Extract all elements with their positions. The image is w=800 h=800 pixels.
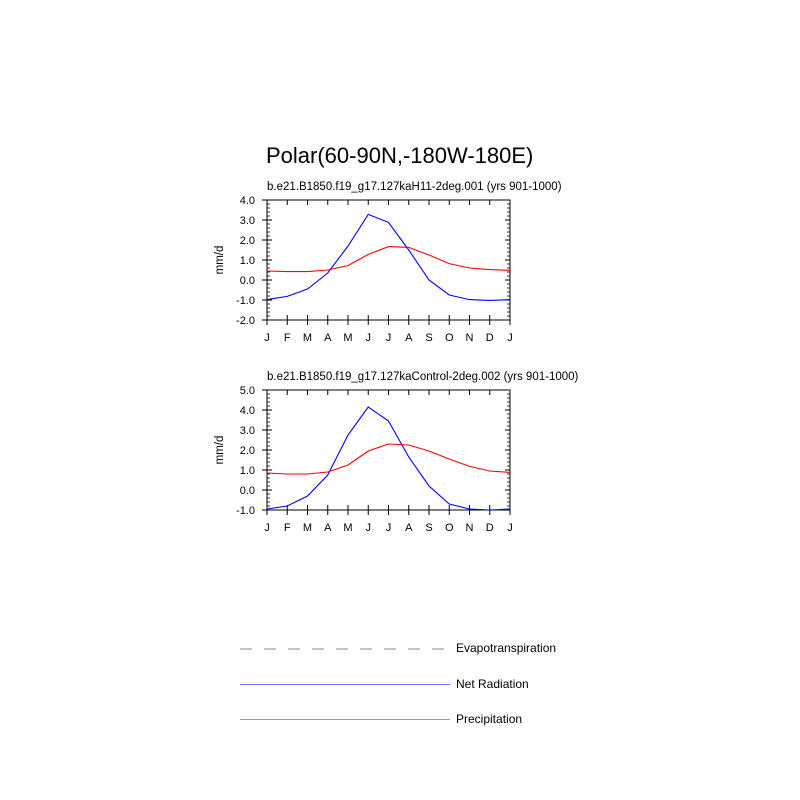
x-tick-label: J: [386, 332, 392, 344]
legend-item-net-radiation: Net Radiation: [240, 676, 640, 696]
series-line-net-radiation: [266, 213, 511, 301]
legend-line-net-radiation: [240, 684, 450, 685]
x-tick-label: M: [343, 522, 352, 534]
x-tick-label: O: [445, 332, 454, 344]
x-tick-label: D: [486, 332, 494, 344]
x-tick-label: A: [324, 332, 332, 344]
x-tick-label: O: [445, 522, 454, 534]
legend-label-precipitation: Precipitation: [456, 712, 523, 726]
x-tick-label: J: [386, 522, 392, 534]
x-tick-label: S: [425, 332, 432, 344]
legend-line-precipitation: [240, 719, 450, 720]
x-tick-label: N: [466, 332, 474, 344]
x-tick-label: M: [303, 522, 312, 534]
x-tick-label: J: [507, 522, 513, 534]
chart-panel-2: b.e21.B1850.f19_g17.127kaControl-2deg.00…: [214, 371, 579, 534]
panel-title: b.e21.B1850.f19_g17.127kaControl-2deg.00…: [267, 371, 579, 383]
x-tick-label: F: [284, 522, 291, 534]
y-tick-label: 4.0: [240, 405, 255, 417]
y-tick-label: 1.0: [240, 255, 255, 267]
legend-label-net-radiation: Net Radiation: [456, 677, 529, 691]
y-axis-label: mm/d: [214, 246, 226, 275]
y-tick-label: 0.0: [240, 485, 255, 497]
x-tick-label: F: [284, 332, 291, 344]
x-tick-label: M: [303, 332, 312, 344]
y-tick-label: -2.0: [236, 315, 255, 327]
x-tick-label: J: [366, 522, 372, 534]
x-tick-label: A: [324, 522, 332, 534]
x-tick-label: J: [507, 332, 513, 344]
x-tick-label: D: [486, 522, 494, 534]
legend-item-evapotranspiration: Evapotranspiration: [240, 640, 640, 660]
y-tick-label: 2.0: [240, 445, 255, 457]
legend-line-evapotranspiration: [240, 648, 445, 650]
figure-title: Polar(60-90N,-180W-180E): [266, 143, 534, 168]
x-tick-label: S: [425, 522, 432, 534]
x-tick-label: J: [264, 332, 270, 344]
y-tick-label: 3.0: [240, 425, 255, 437]
y-tick-label: -1.0: [236, 505, 255, 517]
x-tick-label: A: [405, 332, 413, 344]
legend-label-evapotranspiration: Evapotranspiration: [456, 641, 557, 655]
x-tick-label: A: [405, 522, 413, 534]
x-tick-label: M: [343, 332, 352, 344]
series-line-precipitation: [266, 246, 511, 273]
y-tick-label: 0.0: [240, 275, 255, 287]
x-tick-label: N: [466, 522, 474, 534]
plot-frame: [266, 389, 511, 511]
chart-panel-1: b.e21.B1850.f19_g17.127kaH11-2deg.001 (y…: [214, 181, 562, 344]
series-line-net-radiation: [266, 406, 511, 511]
x-tick-label: J: [264, 522, 270, 534]
y-tick-label: 5.0: [240, 385, 255, 397]
y-tick-label: 1.0: [240, 465, 255, 477]
plot-frame: [266, 199, 511, 321]
legend-item-precipitation: Precipitation: [240, 711, 640, 731]
panel-title: b.e21.B1850.f19_g17.127kaH11-2deg.001 (y…: [267, 181, 562, 193]
x-tick-label: J: [366, 332, 372, 344]
y-tick-label: -1.0: [236, 295, 255, 307]
y-axis-label: mm/d: [214, 436, 226, 465]
y-tick-label: 4.0: [240, 195, 255, 207]
series-line-precipitation: [266, 443, 511, 475]
y-tick-label: 2.0: [240, 235, 255, 247]
y-tick-label: 3.0: [240, 215, 255, 227]
